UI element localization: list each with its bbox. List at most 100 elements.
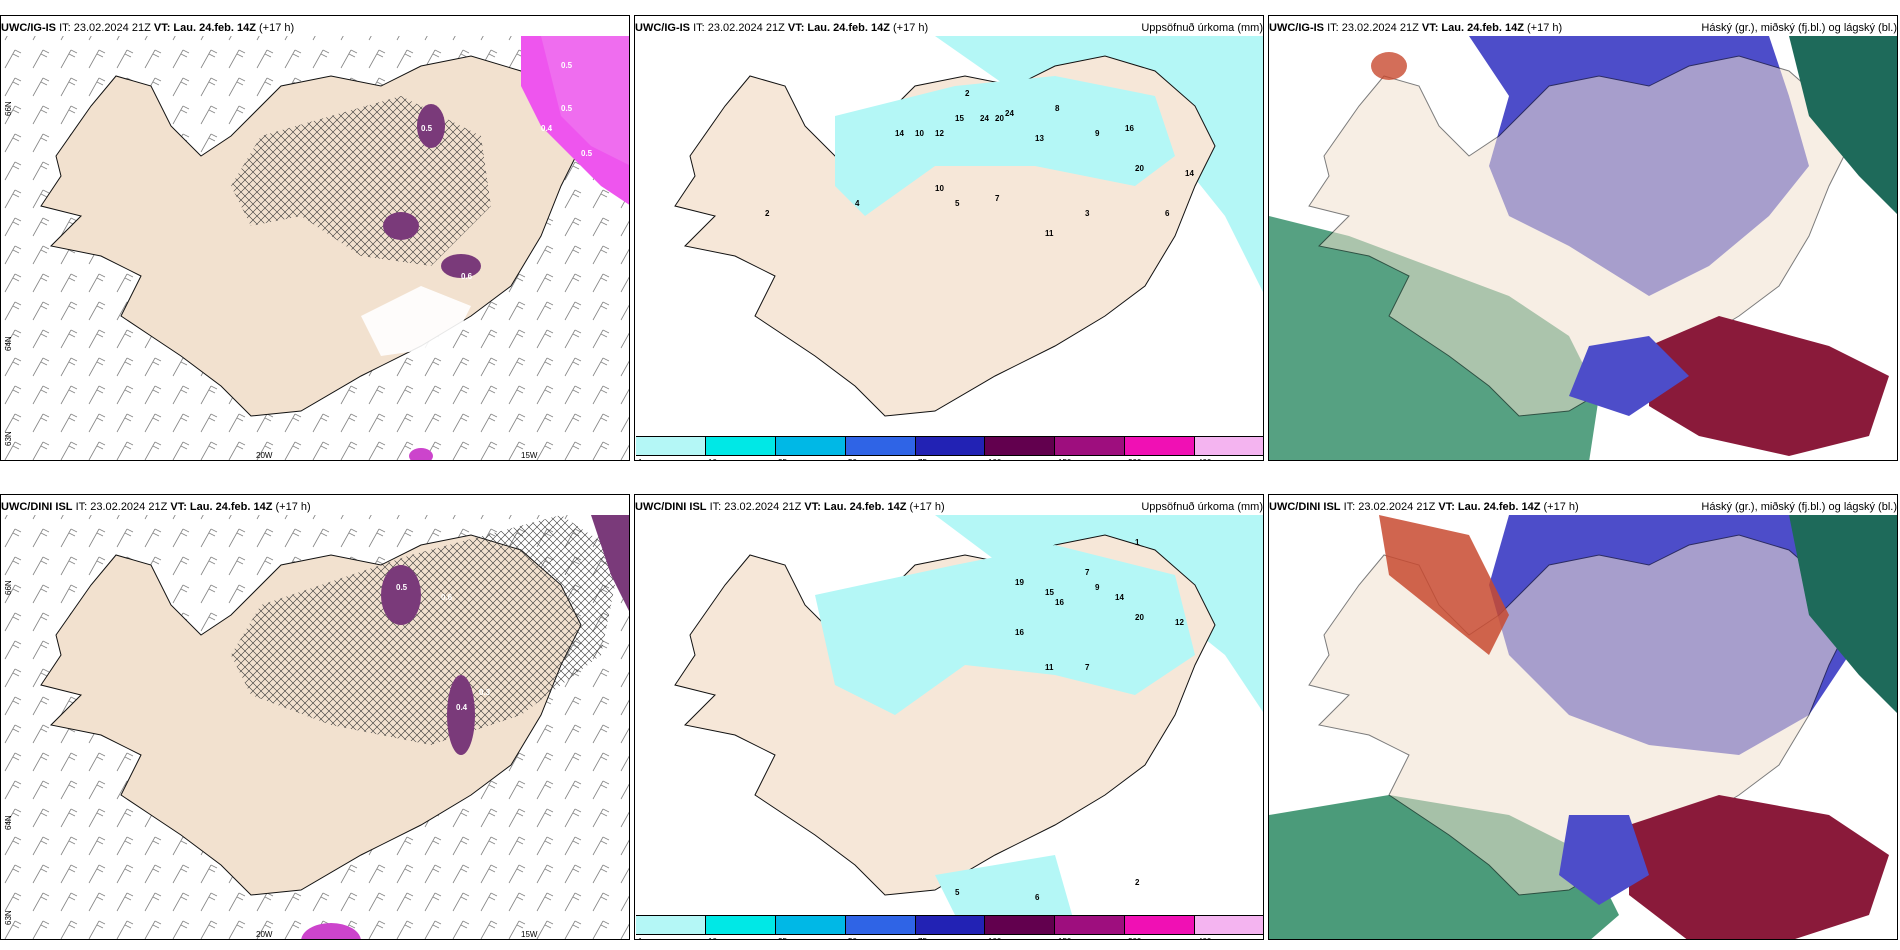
precip-value: 9: [1095, 129, 1100, 138]
precip-value: 8: [1055, 104, 1060, 113]
colorbar-segment: [845, 437, 916, 455]
precip-value: 2: [765, 209, 770, 218]
lead-time: (+17 h): [893, 22, 929, 34]
lat-label: 63N: [4, 431, 13, 446]
wind-value: 0.6: [441, 593, 453, 602]
precip-value: 15: [1045, 588, 1054, 597]
lon-label: 15W: [521, 930, 538, 939]
precip-value: 7: [1085, 568, 1090, 577]
valid-time-label: VT:: [1438, 501, 1455, 513]
valid-time: Lau. 24.feb. 14Z: [1441, 22, 1524, 34]
lead-time: (+17 h): [909, 501, 945, 513]
colorbar-segment: [915, 437, 986, 455]
precip-value: 10: [935, 184, 944, 193]
precip-value: 1: [1135, 538, 1140, 547]
cloud-cover-map: [1269, 515, 1897, 939]
precip-value: 12: [1175, 618, 1184, 627]
precip-value: 7: [1085, 663, 1090, 672]
model-name: UWC/DINI ISL: [635, 501, 707, 513]
panel-title: Uppsöfnuð úrkoma (mm): [1141, 22, 1263, 34]
panel-header: UWC/DINI ISL IT: 23.02.2024 21Z VT: Lau.…: [1269, 497, 1897, 517]
colorbar-labels: 1 10 25 50 75 100 150 200 400: [636, 937, 1263, 939]
precip-value: 16: [1055, 598, 1064, 607]
precip-value: 9: [1095, 583, 1100, 592]
precip-value: 20: [1135, 613, 1144, 622]
map-panel-bottom-left: UWC/DINI ISL IT: 23.02.2024 21Z VT: Lau.…: [0, 494, 630, 940]
precip-value: 6: [1035, 893, 1040, 902]
valid-time: Lau. 24.feb. 14Z: [1457, 501, 1541, 513]
precip-value: 19: [1015, 578, 1024, 587]
precip-value: 14: [1185, 169, 1194, 178]
precip-value: 11: [1045, 663, 1054, 672]
model-name: UWC/IG-IS: [1, 22, 56, 34]
lead-time: (+17 h): [1543, 501, 1579, 513]
colorbar-labels: 1 10 25 50 75 100 150 200 400: [636, 458, 1263, 460]
init-time: IT: 23.02.2024 21Z: [1343, 501, 1436, 513]
colorbar-segment: [985, 916, 1056, 934]
colorbar-segment: [775, 916, 846, 934]
panel-header: UWC/IG-IS IT: 23.02.2024 21Z VT: Lau. 24…: [1, 18, 629, 38]
precip-value: 6: [1165, 209, 1170, 218]
precipitation-map: 2 8 20 24 10 13 15 14 12 16 9 20 24 14 6…: [635, 36, 1263, 442]
init-time: IT: 23.02.2024 21Z: [1327, 22, 1419, 34]
map-panel-top-right: UWC/IG-IS IT: 23.02.2024 21Z VT: Lau. 24…: [1268, 15, 1898, 461]
colorbar-segment: [636, 437, 706, 455]
panel-title: Uppsöfnuð úrkoma (mm): [1141, 501, 1263, 513]
init-time: IT: 23.02.2024 21Z: [75, 501, 168, 513]
lead-time: (+17 h): [1527, 22, 1563, 34]
lat-label: 66N: [4, 580, 13, 595]
precip-value: 3: [1085, 209, 1090, 218]
precip-value: 13: [1035, 134, 1044, 143]
lead-time: (+17 h): [259, 22, 295, 34]
lon-label: 20W: [256, 451, 273, 460]
colorbar-segment: [1055, 916, 1126, 934]
colorbar-segment: [705, 437, 776, 455]
colorbar-segment: [705, 916, 776, 934]
wind-snow-map: 0.5 0.5 0.4 0.5 0.6 0.5 66N 64N 63N 20W …: [1, 36, 629, 460]
colorbar-segment: [915, 916, 986, 934]
precip-value: 4: [855, 199, 860, 208]
panel-title: Háský (gr.), miðský (fj.bl.) og lágský (…: [1701, 501, 1897, 513]
precip-value: 14: [1115, 593, 1124, 602]
wind-value: 0.5: [396, 583, 408, 592]
valid-time: Lau. 24.feb. 14Z: [189, 501, 273, 513]
panel-header: UWC/IG-IS IT: 23.02.2024 21Z VT: Lau. 24…: [1269, 18, 1897, 38]
colorbar-segment: [845, 916, 916, 934]
wind-value: 0.5: [561, 104, 573, 113]
model-name: UWC/DINI ISL: [1269, 501, 1341, 513]
colorbar-segment: [1195, 437, 1263, 455]
colorbar-segment: [1195, 916, 1263, 934]
map-panel-top-left: UWC/IG-IS IT: 23.02.2024 21Z VT: Lau. 24…: [0, 15, 630, 461]
init-time: IT: 23.02.2024 21Z: [693, 22, 785, 34]
lon-label: 20W: [256, 930, 273, 939]
init-time: IT: 23.02.2024 21Z: [709, 501, 802, 513]
map-panel-top-middle: UWC/IG-IS IT: 23.02.2024 21Z VT: Lau. 24…: [634, 15, 1264, 461]
lat-label: 66N: [4, 101, 13, 116]
colorbar-segment: [636, 916, 706, 934]
valid-time: Lau. 24.feb. 14Z: [807, 22, 890, 34]
wind-value: 0.6: [461, 272, 473, 281]
precip-value: 16: [1015, 628, 1024, 637]
precip-value: 2: [965, 89, 970, 98]
panel-header: UWC/DINI ISL IT: 23.02.2024 21Z VT: Lau.…: [635, 497, 1263, 517]
colorbar-segment: [985, 437, 1056, 455]
lead-time: (+17 h): [275, 501, 311, 513]
valid-time: Lau. 24.feb. 14Z: [173, 22, 256, 34]
model-name: UWC/DINI ISL: [1, 501, 73, 513]
precip-value: 7: [995, 194, 1000, 203]
precip-value: 15: [955, 114, 964, 123]
colorbar: [636, 915, 1263, 935]
valid-time-label: VT:: [804, 501, 821, 513]
precip-value: 20: [1135, 164, 1144, 173]
lat-label: 64N: [4, 815, 13, 830]
precip-value: 11: [1045, 229, 1054, 238]
valid-time: Lau. 24.feb. 14Z: [823, 501, 907, 513]
map-panel-bottom-right: UWC/DINI ISL IT: 23.02.2024 21Z VT: Lau.…: [1268, 494, 1898, 940]
wind-value: 0.3: [479, 688, 491, 697]
wind-snow-map: 0.5 0.6 0.4 0.3 66N 64N 63N 20W 15W: [1, 515, 629, 939]
colorbar-segment: [1125, 437, 1196, 455]
precip-value: 24: [980, 114, 989, 123]
precip-value: 10: [915, 129, 924, 138]
precip-value: 12: [935, 129, 944, 138]
precip-value: 14: [895, 129, 904, 138]
